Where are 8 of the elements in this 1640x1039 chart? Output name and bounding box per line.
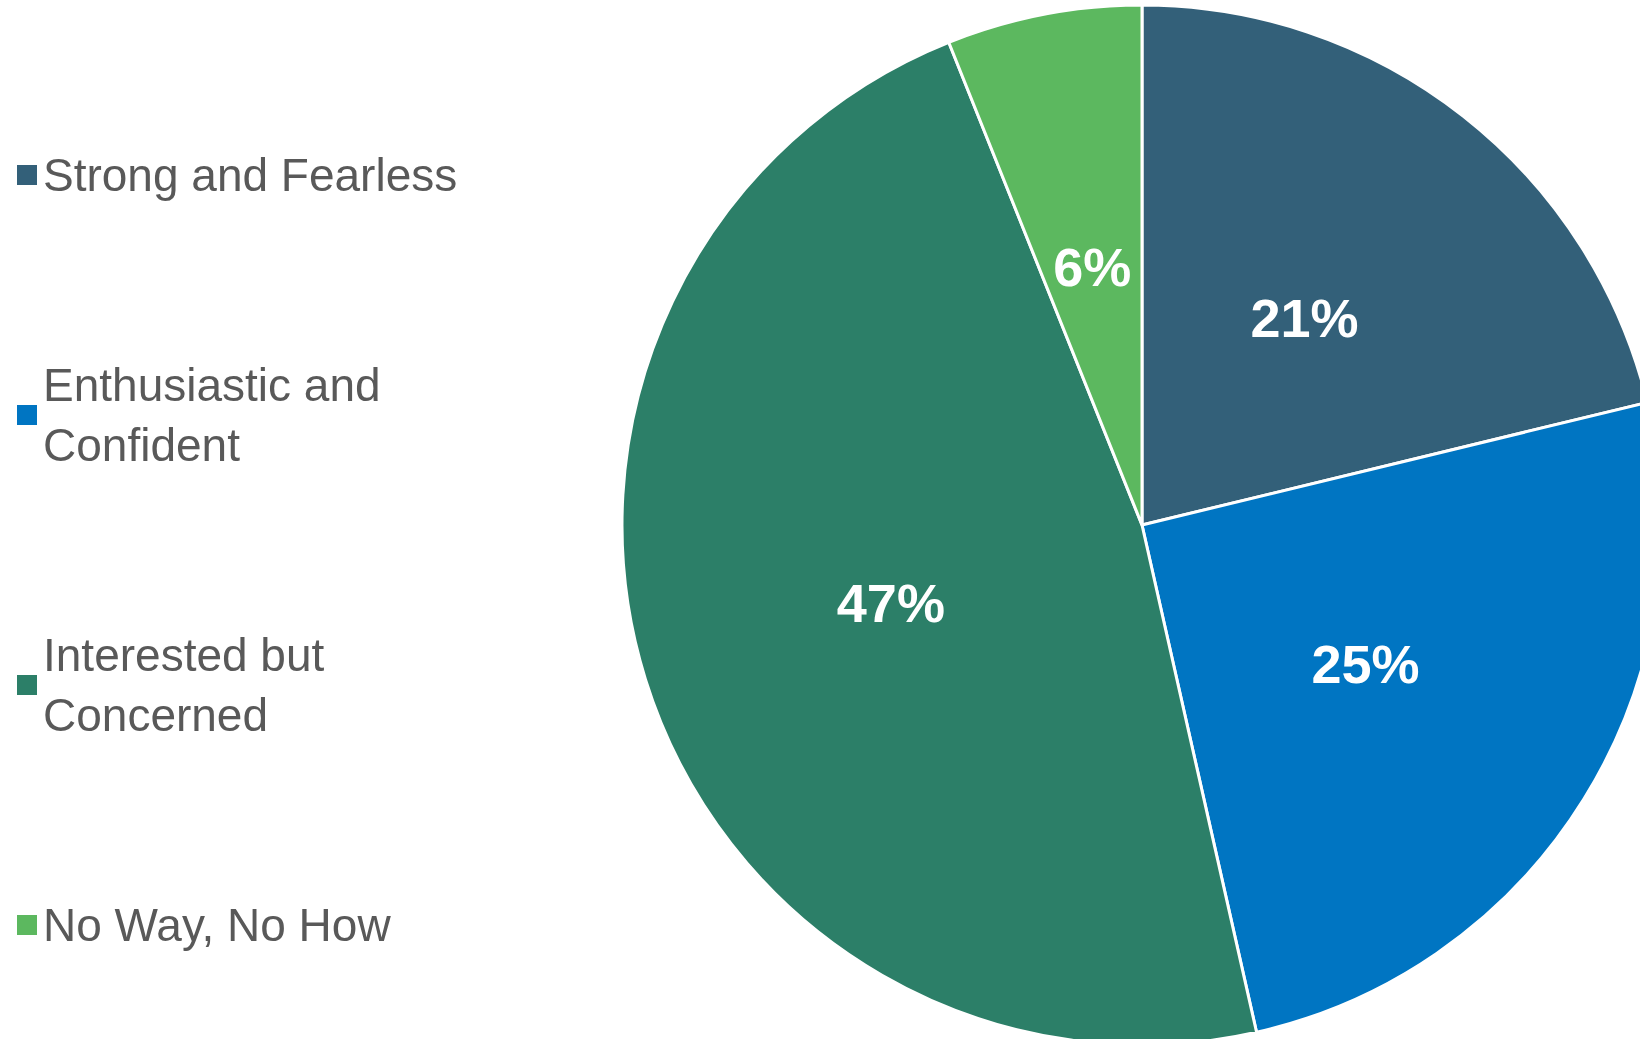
legend-label: No Way, No How xyxy=(43,899,392,951)
data-label: 25% xyxy=(1311,633,1420,694)
data-label: 6% xyxy=(1053,236,1132,297)
data-label: 21% xyxy=(1250,288,1359,349)
data-label: 47% xyxy=(836,573,945,634)
legend-label: Interested but Concerned xyxy=(43,629,338,741)
legend-label: Strong and Fearless xyxy=(43,149,458,201)
legend-label: Enthusiastic and Confident xyxy=(43,359,394,471)
